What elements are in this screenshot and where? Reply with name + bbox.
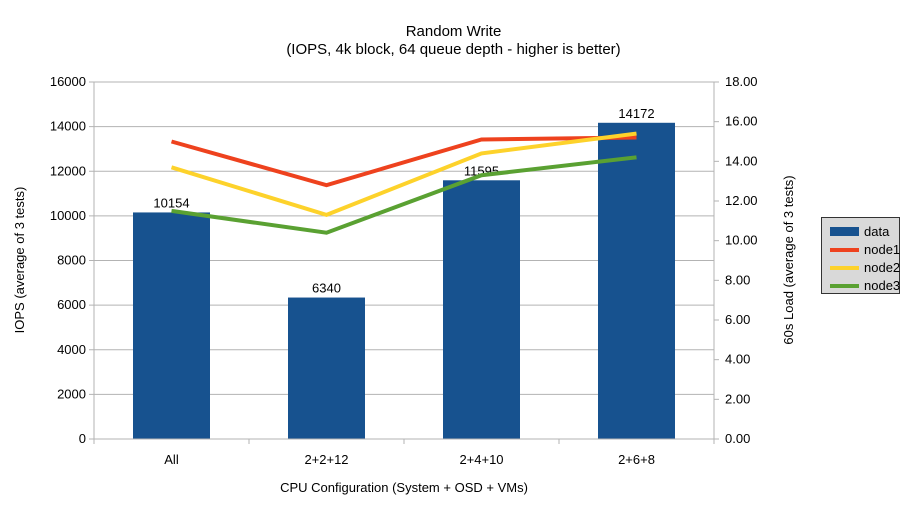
y-tick-label-right: 8.00 [725,272,750,287]
x-tick-label: 2+2+12 [304,452,348,467]
y-tick-label-left: 4000 [57,342,86,357]
bar-value-label: 6340 [312,281,341,296]
x-tick-label: All [164,452,179,467]
chart-title: Random Write [405,23,502,40]
y-tick-label-right: 16.00 [725,114,758,129]
y-tick-label-left: 16000 [50,74,86,89]
x-tick-label: 2+4+10 [459,452,503,467]
y-tick-label-left: 8000 [57,253,86,268]
chart-layers: 1015463401159514172020004000600080001000… [50,74,758,467]
legend-swatch-node3 [830,283,859,288]
line-node3 [171,155,637,235]
y-tick-label-right: 4.00 [725,352,750,367]
legend-label-node2: node2 [864,260,901,275]
x-tick-label: 2+6+8 [618,452,655,467]
legend-item-node1: node1 [830,241,901,258]
legend-item-node3: node3 [830,277,901,294]
x-axis-title: CPU Configuration (System + OSD + VMs) [280,480,528,495]
y-tick-label-right: 6.00 [725,312,750,327]
legend: data node1 node2 node3 [821,217,900,294]
legend-item-node2: node2 [830,259,901,276]
chart-subtitle: (IOPS, 4k block, 64 queue depth - higher… [286,41,621,58]
y-tick-label-right: 12.00 [725,193,758,208]
legend-item-data: data [830,223,899,240]
bar-All [133,212,210,439]
legend-swatch-node2 [830,265,859,270]
legend-label-data: data [864,224,890,239]
bar-value-label: 14172 [618,106,654,121]
y-tick-label-right: 18.00 [725,74,758,89]
bar-value-label: 10154 [153,195,189,210]
legend-swatch-node1 [830,247,859,252]
y-tick-label-right: 14.00 [725,153,758,168]
line-node2 [170,131,637,218]
legend-label-node3: node3 [864,278,901,293]
legend-label-node1: node1 [864,242,901,257]
y-tick-label-right: 10.00 [725,233,758,248]
right-axis-title: 60s Load (average of 3 tests) [781,175,796,344]
y-tick-label-left: 10000 [50,208,86,223]
bar-2+6+8 [598,122,675,440]
y-tick-label-left: 12000 [50,163,86,178]
y-tick-label-left: 2000 [57,386,86,401]
line-node1 [170,135,637,188]
y-tick-label-right: 2.00 [725,391,750,406]
y-tick-label-left: 0 [79,431,86,446]
y-tick-label-right: 0.00 [725,431,750,446]
bar-2+4+10 [443,180,520,439]
y-tick-label-left: 14000 [50,119,86,134]
bar-2+2+12 [288,297,365,439]
legend-swatch-data [830,227,859,236]
y-tick-label-left: 6000 [57,297,86,312]
left-axis-title: IOPS (average of 3 tests) [12,187,27,334]
chart-title-block: Random Write (IOPS, 4k block, 64 queue d… [0,23,907,59]
